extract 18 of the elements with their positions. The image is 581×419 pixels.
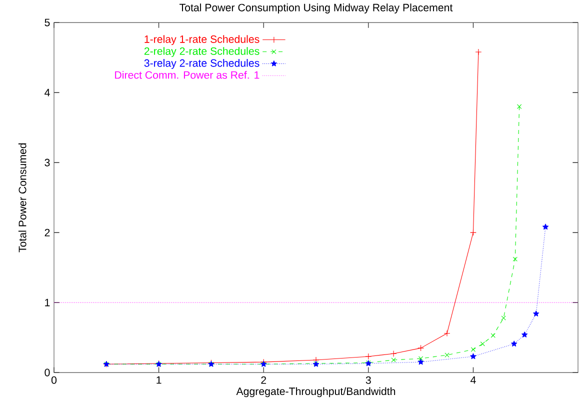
x-tick-label: 4	[470, 376, 476, 384]
chart-title: Total Power Consumption Using Midway Relay Placement	[180, 4, 453, 14]
y-tick-label: 3	[44, 159, 50, 167]
legend-label: 1-relay 1-rate Schedules	[144, 35, 260, 46]
y-tick-label: 1	[45, 299, 50, 306]
y-tick-label: 4	[44, 89, 50, 96]
y-tick-label: 2	[44, 229, 50, 236]
x-tick-label: 2	[261, 376, 266, 384]
y-tick-label: 0	[44, 369, 50, 377]
x-tick-label: 1	[156, 376, 162, 384]
legend-label: 2-relay 2-rate Schedules	[144, 47, 260, 58]
x-tick-label: 3	[366, 376, 371, 384]
legend-label: 3-relay 2-rate Schedules	[144, 59, 260, 70]
x-axis-title: Aggregate-Throughput/Bandwidth	[236, 387, 396, 398]
x-tick-label: 0	[51, 376, 57, 384]
y-axis-title: Total Power Consumed	[18, 144, 26, 252]
y-tick-label: 5	[44, 19, 50, 26]
legend-label: Direct Comm. Power as Ref. 1	[115, 71, 260, 79]
